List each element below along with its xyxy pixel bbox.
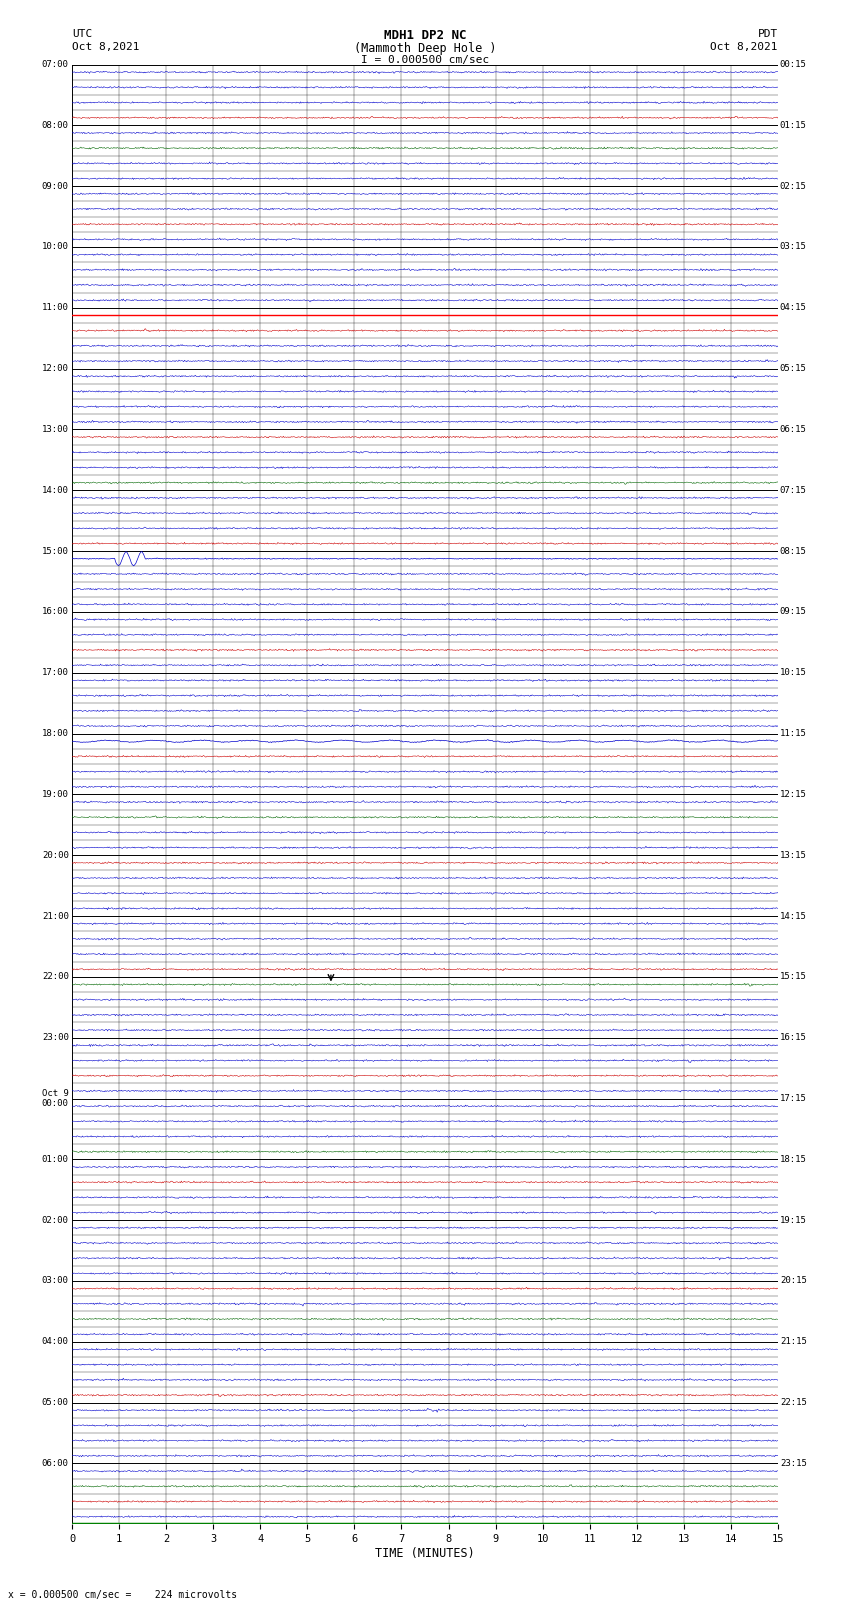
Text: 18:15: 18:15 (779, 1155, 807, 1165)
Text: 21:15: 21:15 (779, 1337, 807, 1347)
Text: 09:00: 09:00 (42, 182, 69, 190)
Text: 04:15: 04:15 (779, 303, 807, 313)
Text: 22:15: 22:15 (779, 1398, 807, 1407)
Text: 13:15: 13:15 (779, 850, 807, 860)
Text: 23:15: 23:15 (779, 1460, 807, 1468)
Text: 11:15: 11:15 (779, 729, 807, 739)
Text: 21:00: 21:00 (42, 911, 69, 921)
Text: 07:15: 07:15 (779, 486, 807, 495)
Text: 20:15: 20:15 (779, 1276, 807, 1286)
Text: 01:15: 01:15 (779, 121, 807, 129)
Text: (Mammoth Deep Hole ): (Mammoth Deep Hole ) (354, 42, 496, 55)
Text: 08:00: 08:00 (42, 121, 69, 129)
Text: 10:15: 10:15 (779, 668, 807, 677)
Text: 15:00: 15:00 (42, 547, 69, 555)
Text: 15:15: 15:15 (779, 973, 807, 981)
Text: 03:15: 03:15 (779, 242, 807, 252)
Text: 23:00: 23:00 (42, 1034, 69, 1042)
Text: 22:00: 22:00 (42, 973, 69, 981)
Text: 09:15: 09:15 (779, 608, 807, 616)
Text: Oct 8,2021: Oct 8,2021 (711, 42, 778, 52)
Text: 16:00: 16:00 (42, 608, 69, 616)
Text: 01:00: 01:00 (42, 1155, 69, 1165)
Text: 05:15: 05:15 (779, 365, 807, 373)
X-axis label: TIME (MINUTES): TIME (MINUTES) (375, 1547, 475, 1560)
Text: 05:00: 05:00 (42, 1398, 69, 1407)
Text: 08:15: 08:15 (779, 547, 807, 555)
Text: 11:00: 11:00 (42, 303, 69, 313)
Text: 17:00: 17:00 (42, 668, 69, 677)
Text: 06:00: 06:00 (42, 1460, 69, 1468)
Text: 12:00: 12:00 (42, 365, 69, 373)
Text: UTC: UTC (72, 29, 93, 39)
Text: 13:00: 13:00 (42, 424, 69, 434)
Text: 02:15: 02:15 (779, 182, 807, 190)
Text: 03:00: 03:00 (42, 1276, 69, 1286)
Text: 07:00: 07:00 (42, 60, 69, 69)
Text: 16:15: 16:15 (779, 1034, 807, 1042)
Text: 12:15: 12:15 (779, 790, 807, 798)
Text: 17:15: 17:15 (779, 1094, 807, 1103)
Text: 02:00: 02:00 (42, 1216, 69, 1224)
Text: x = 0.000500 cm/sec =    224 microvolts: x = 0.000500 cm/sec = 224 microvolts (8, 1590, 238, 1600)
Text: 14:15: 14:15 (779, 911, 807, 921)
Text: 10:00: 10:00 (42, 242, 69, 252)
Text: 18:00: 18:00 (42, 729, 69, 739)
Text: I = 0.000500 cm/sec: I = 0.000500 cm/sec (361, 55, 489, 65)
Text: 06:15: 06:15 (779, 424, 807, 434)
Text: 04:00: 04:00 (42, 1337, 69, 1347)
Text: 19:00: 19:00 (42, 790, 69, 798)
Text: PDT: PDT (757, 29, 778, 39)
Text: 00:15: 00:15 (779, 60, 807, 69)
Text: Oct 8,2021: Oct 8,2021 (72, 42, 139, 52)
Text: Oct 9
00:00: Oct 9 00:00 (42, 1089, 69, 1108)
Text: 14:00: 14:00 (42, 486, 69, 495)
Text: 20:00: 20:00 (42, 850, 69, 860)
Text: MDH1 DP2 NC: MDH1 DP2 NC (383, 29, 467, 42)
Text: 19:15: 19:15 (779, 1216, 807, 1224)
